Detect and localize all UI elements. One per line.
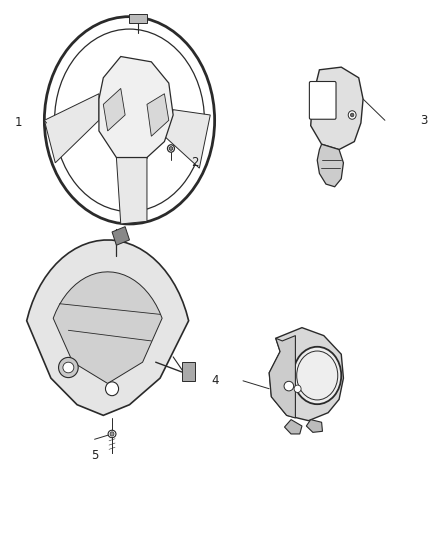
Polygon shape <box>53 272 162 383</box>
Ellipse shape <box>110 432 114 436</box>
Polygon shape <box>130 14 147 23</box>
Polygon shape <box>27 240 189 415</box>
Ellipse shape <box>108 430 116 438</box>
Polygon shape <box>311 67 363 150</box>
Ellipse shape <box>348 111 356 119</box>
Text: 4: 4 <box>211 374 219 387</box>
Ellipse shape <box>59 358 78 377</box>
Ellipse shape <box>167 145 174 152</box>
Polygon shape <box>317 144 343 187</box>
Polygon shape <box>269 328 343 421</box>
Polygon shape <box>117 158 147 224</box>
Polygon shape <box>164 110 210 168</box>
Ellipse shape <box>106 382 119 395</box>
Ellipse shape <box>44 17 215 224</box>
Ellipse shape <box>350 113 354 117</box>
Polygon shape <box>99 56 173 158</box>
Text: 3: 3 <box>420 114 428 127</box>
Polygon shape <box>112 227 130 245</box>
Ellipse shape <box>284 381 293 391</box>
Polygon shape <box>182 362 195 381</box>
Text: 5: 5 <box>91 449 98 462</box>
FancyBboxPatch shape <box>309 82 336 119</box>
Ellipse shape <box>294 385 301 392</box>
Polygon shape <box>147 94 169 136</box>
Polygon shape <box>306 419 322 432</box>
Polygon shape <box>44 94 99 163</box>
Ellipse shape <box>63 362 74 373</box>
Text: 2: 2 <box>191 156 199 169</box>
Polygon shape <box>103 88 125 131</box>
Polygon shape <box>269 336 295 418</box>
Text: 1: 1 <box>14 117 22 130</box>
Polygon shape <box>285 419 302 434</box>
Ellipse shape <box>293 347 341 404</box>
Ellipse shape <box>169 147 173 150</box>
